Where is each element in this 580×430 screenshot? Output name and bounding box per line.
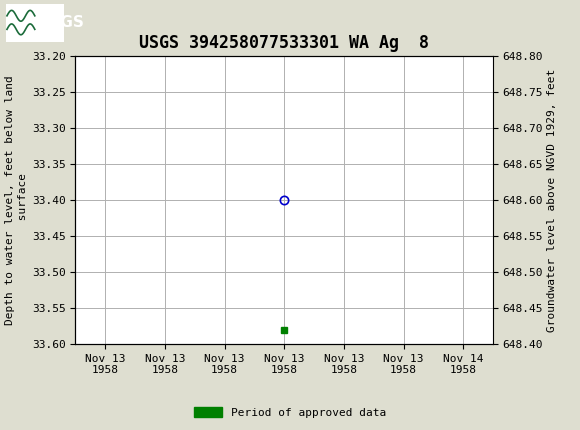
Legend: Period of approved data: Period of approved data bbox=[190, 403, 390, 422]
FancyBboxPatch shape bbox=[6, 3, 64, 42]
Y-axis label: Groundwater level above NGVD 1929, feet: Groundwater level above NGVD 1929, feet bbox=[548, 68, 557, 332]
Title: USGS 394258077533301 WA Ag  8: USGS 394258077533301 WA Ag 8 bbox=[139, 34, 429, 52]
Y-axis label: Depth to water level, feet below land
 surface: Depth to water level, feet below land su… bbox=[5, 75, 28, 325]
Text: USGS: USGS bbox=[38, 15, 85, 30]
